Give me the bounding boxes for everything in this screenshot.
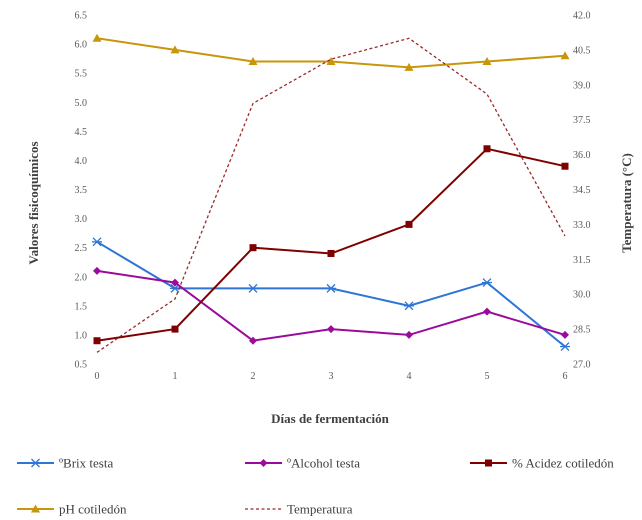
data-point xyxy=(171,325,179,333)
data-point xyxy=(404,301,414,311)
x-tick-label: 1 xyxy=(173,371,178,382)
y2-tick-label: 37.5 xyxy=(573,115,591,126)
y-axis-label: Valores fisicoquímicos xyxy=(26,141,41,264)
y2-tick-label: 40.5 xyxy=(573,45,591,56)
series-2 xyxy=(93,145,569,345)
y-tick-label: 3.5 xyxy=(75,185,88,196)
legend-marker xyxy=(259,459,268,467)
data-point xyxy=(92,237,102,247)
data-point xyxy=(93,337,101,345)
x-tick-label: 6 xyxy=(563,371,568,382)
data-point xyxy=(483,145,491,153)
axes: 0.5 1.0 1.5 2.0 2.5 3.0 3.5 4.0 4.5 5.0 5.5 6.0 6.5 2… xyxy=(75,11,591,383)
y2-axis-label: Temperatura (°C) xyxy=(619,153,634,253)
y-tick-label: 5.0 xyxy=(75,98,88,109)
y-tick-label: 4.5 xyxy=(75,127,88,138)
x-tick-label: 3 xyxy=(329,371,334,382)
legend-label: pH cotiledón xyxy=(59,502,127,517)
y-tick-label: 6.0 xyxy=(75,40,88,51)
y2-tick-label: 31.5 xyxy=(573,255,591,266)
x-tick-label: 2 xyxy=(251,371,256,382)
data-point xyxy=(404,62,414,71)
y2-tick-label: 28.5 xyxy=(573,325,591,336)
legend-item: % Acidez cotiledón xyxy=(470,456,614,471)
data-point xyxy=(560,342,570,352)
data-point xyxy=(482,57,492,66)
data-point xyxy=(249,336,257,345)
x-axis-label: Días de fermentación xyxy=(271,411,389,426)
y-tick-label: 4.0 xyxy=(75,156,88,167)
data-point xyxy=(170,45,180,54)
y-tick-label: 6.5 xyxy=(75,11,88,22)
series-layer xyxy=(92,33,570,353)
y2-tick-label: 36.0 xyxy=(573,150,591,161)
x-tick-label: 4 xyxy=(407,371,412,382)
data-point xyxy=(326,283,336,293)
series-3 xyxy=(92,33,570,71)
data-point xyxy=(405,330,413,339)
legend-item: Temperatura xyxy=(245,502,353,517)
y2-tick-label: 42.0 xyxy=(573,11,591,22)
legend-marker xyxy=(30,458,41,468)
data-point xyxy=(482,278,492,288)
data-point xyxy=(405,220,413,228)
y-tick-label: 0.5 xyxy=(75,360,88,371)
y-tick-label: 2.5 xyxy=(75,243,88,254)
legend-item: pH cotiledón xyxy=(17,502,127,517)
y2-tick-label: 39.0 xyxy=(573,80,591,91)
x-tick-label: 0 xyxy=(95,371,100,382)
y2-tick-label: 34.5 xyxy=(573,185,591,196)
series-4 xyxy=(96,37,566,353)
data-point xyxy=(561,330,569,339)
y2-tick-label: 33.0 xyxy=(573,220,591,231)
legend: ºBrix testa ºAlcohol testa % Acidez cotile… xyxy=(17,456,614,517)
data-point xyxy=(92,33,102,42)
legend-label: ºBrix testa xyxy=(59,456,113,471)
y-tick-label: 1.5 xyxy=(75,301,88,312)
y-tick-label: 1.0 xyxy=(75,330,88,341)
x-tick-label: 5 xyxy=(485,371,490,382)
data-point xyxy=(327,325,335,334)
series-0 xyxy=(92,237,570,352)
data-point xyxy=(248,283,258,293)
series-line xyxy=(96,147,566,342)
data-point xyxy=(560,51,570,60)
y2-tick-label: 30.0 xyxy=(573,290,591,301)
data-point xyxy=(327,249,335,257)
legend-item: ºBrix testa xyxy=(17,456,113,471)
y-tick-label: 5.5 xyxy=(75,69,88,80)
legend-label: Temperatura xyxy=(287,502,353,517)
data-point xyxy=(248,57,258,66)
data-point xyxy=(249,244,257,252)
data-point xyxy=(171,278,179,287)
legend-label: ºAlcohol testa xyxy=(287,456,360,471)
series-1 xyxy=(93,266,569,345)
y-tick-label: 2.0 xyxy=(75,272,88,283)
data-point xyxy=(326,57,336,66)
legend-item: ºAlcohol testa xyxy=(245,456,360,471)
legend-label: % Acidez cotiledón xyxy=(512,456,614,471)
y-tick-label: 3.0 xyxy=(75,214,88,225)
data-point xyxy=(483,307,491,316)
y2-tick-label: 27.0 xyxy=(573,360,591,371)
series-line xyxy=(96,37,566,353)
legend-marker xyxy=(485,459,492,467)
legend-marker xyxy=(31,504,40,513)
data-point xyxy=(93,266,101,275)
data-point xyxy=(561,162,569,170)
